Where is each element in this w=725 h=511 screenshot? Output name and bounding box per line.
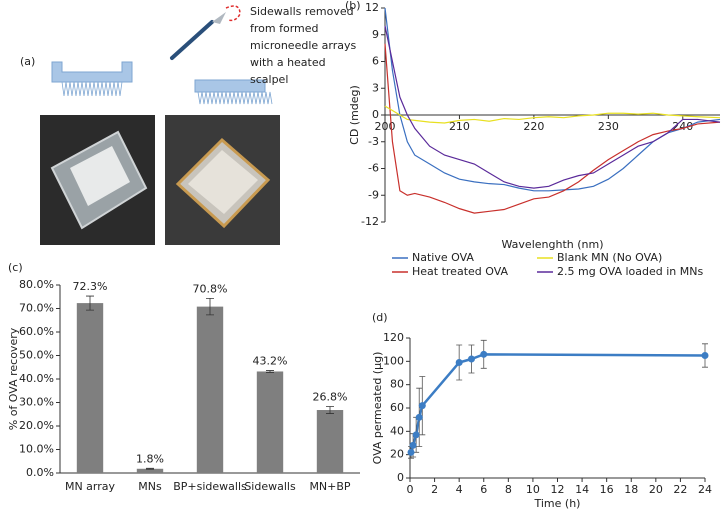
y-tick-label: 12: [365, 1, 379, 14]
x-tick-label: 0: [407, 483, 414, 496]
x-tick-label: 22: [673, 483, 687, 496]
error-bar: [326, 406, 334, 414]
x-tick-label: 210: [449, 120, 470, 133]
x-axis-label: Time (h): [534, 497, 581, 510]
value-label: 70.8%: [193, 282, 228, 295]
x-tick-label: 16: [600, 483, 614, 496]
x-tick-label: MNs: [138, 480, 162, 493]
y-tick-label: 20: [390, 448, 404, 461]
legend-label: Blank MN (No OVA): [557, 251, 662, 264]
annotation: scalpel: [250, 73, 288, 86]
y-tick-label: 70.0%: [19, 302, 54, 315]
y-tick-label: 50.0%: [19, 349, 54, 362]
y-tick-label: 20.0%: [19, 419, 54, 432]
x-tick-label: 6: [480, 483, 487, 496]
y-tick-label: 10.0%: [19, 443, 54, 456]
line: [409, 353, 706, 453]
y-tick-label: 80: [390, 378, 404, 391]
y-tick-label: -12: [361, 215, 379, 228]
line: [384, 105, 721, 124]
panel-label: (b): [345, 0, 361, 12]
y-tick-label: 0: [397, 471, 404, 484]
x-tick-label: 200: [375, 120, 396, 133]
y-tick-label: -9: [368, 188, 379, 201]
y-tick-label: 40: [390, 424, 404, 437]
y-tick-label: 3: [372, 81, 379, 94]
legend-label: Native OVA: [412, 251, 474, 264]
x-tick-label: 24: [698, 483, 712, 496]
annotation: Sidewalls removed: [250, 5, 354, 18]
y-tick-label: 60.0%: [19, 325, 54, 338]
y-tick-label: 30.0%: [19, 396, 54, 409]
y-tick-label: 100: [383, 354, 404, 367]
line: [384, 7, 721, 192]
value-label: 43.2%: [253, 355, 288, 368]
x-tick-label: 2: [431, 483, 438, 496]
x-tick-label: 230: [598, 120, 619, 133]
panel-label: (c): [8, 261, 23, 274]
x-tick-label: 20: [649, 483, 663, 496]
x-tick-label: 14: [575, 483, 589, 496]
x-tick-label: MN+BP: [309, 480, 350, 493]
marker: [412, 431, 420, 439]
bar: [316, 410, 344, 473]
error-bar: [86, 295, 94, 311]
error-bar: [206, 297, 214, 316]
line: [384, 43, 721, 214]
bar: [196, 306, 224, 473]
bar: [76, 303, 104, 473]
y-tick-label: 120: [383, 331, 404, 344]
y-axis-label: % of OVA recovery: [7, 327, 20, 430]
marker: [407, 448, 415, 456]
marker: [409, 441, 417, 449]
marker: [418, 402, 426, 410]
y-tick-label: 80.0%: [19, 278, 54, 291]
error-bar: [146, 467, 154, 470]
x-tick-label: 12: [551, 483, 565, 496]
y-axis-label: CD (mdeg): [348, 85, 361, 145]
marker: [480, 350, 488, 358]
error-bar: [266, 370, 274, 373]
x-axis-label: Wavelenghth (nm): [502, 238, 604, 251]
marker: [455, 359, 463, 366]
y-tick-label: 0: [372, 108, 379, 121]
bar: [136, 468, 164, 473]
y-tick-label: -3: [368, 135, 379, 148]
x-tick-label: 4: [456, 483, 463, 496]
panel-label: (a): [20, 55, 35, 68]
x-tick-label: BP+sidewalls: [173, 480, 247, 493]
x-tick-label: Sidewalls: [244, 480, 296, 493]
marker: [701, 352, 709, 359]
x-tick-label: MN array: [65, 480, 116, 493]
legend-label: 2.5 mg OVA loaded in MNs: [557, 265, 703, 278]
panel-a-drawing: [40, 5, 280, 245]
value-label: 1.8%: [136, 452, 164, 465]
annotation: with a heated: [250, 56, 326, 69]
value-label: 26.8%: [313, 390, 348, 403]
x-tick-label: 10: [526, 483, 540, 496]
y-tick-label: 0.0%: [26, 466, 54, 479]
y-tick-label: 60: [390, 401, 404, 414]
x-tick-label: 8: [505, 483, 512, 496]
bar: [256, 371, 284, 473]
y-axis-label: OVA permeated (µg): [371, 352, 384, 465]
marker: [467, 355, 475, 363]
y-tick-label: 6: [372, 55, 379, 68]
line: [384, 25, 721, 189]
panel-label: (d): [372, 311, 388, 324]
annotation: microneedle arrays: [250, 39, 356, 52]
y-tick-label: 40.0%: [19, 372, 54, 385]
y-tick-label: 9: [372, 28, 379, 41]
x-tick-label: 18: [624, 483, 638, 496]
marker: [415, 413, 423, 421]
legend-label: Heat treated OVA: [412, 265, 509, 278]
x-tick-label: 220: [523, 120, 544, 133]
value-label: 72.3%: [73, 280, 108, 293]
annotation: from formed: [250, 22, 319, 35]
y-tick-label: -6: [368, 162, 379, 175]
